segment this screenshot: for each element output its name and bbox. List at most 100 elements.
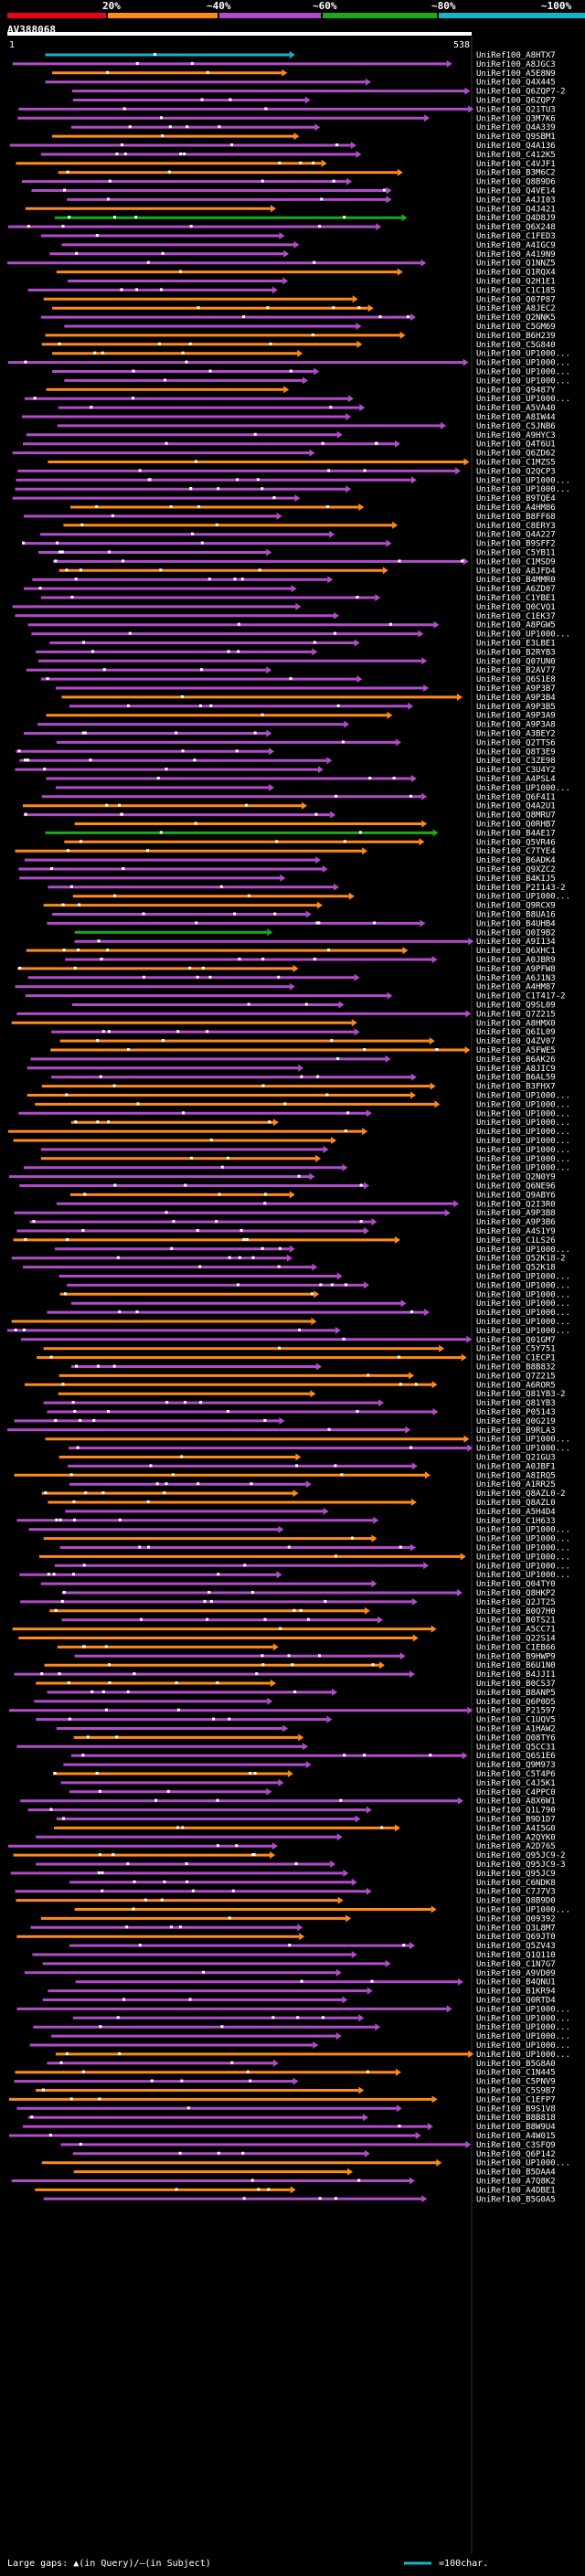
hit-label[interactable]: UniRef100_Q2JT25 <box>476 1598 556 1607</box>
hit-label[interactable]: UniRef100_B9HWP9 <box>476 1652 556 1661</box>
hit-row[interactable]: UniRef100_C1N7G7 <box>42 1959 556 1969</box>
hit-row[interactable]: UniRef100_Q9SBM1 <box>52 133 556 142</box>
hit-row[interactable]: UniRef100_P05143 <box>47 1408 556 1417</box>
hit-label[interactable]: UniRef100_C1UQV5 <box>476 1716 556 1725</box>
hit-label[interactable]: UniRef100_A4DBE1 <box>476 2186 556 2195</box>
hit-label[interactable]: UniRef100_Q5CC31 <box>476 1743 556 1752</box>
hit-row[interactable]: UniRef100_Q8B9D6 <box>22 177 556 187</box>
hit-row[interactable]: UniRef100_A5FWE5 <box>50 1046 556 1055</box>
hit-row[interactable]: UniRef100_A9P3A8 <box>37 720 556 730</box>
hit-label[interactable]: UniRef100_UP1000... <box>476 1535 570 1544</box>
hit-label[interactable]: UniRef100_A1RR25 <box>476 1480 556 1489</box>
hit-row[interactable]: UniRef100_UP1000... <box>15 485 570 494</box>
hit-label[interactable]: UniRef100_UP1000... <box>476 1164 570 1173</box>
hit-row[interactable]: UniRef100_Q4A227 <box>39 530 556 540</box>
hit-label[interactable]: UniRef100_UP1000... <box>476 784 570 793</box>
hit-row[interactable]: UniRef100_C3SFQ9 <box>60 2140 556 2150</box>
hit-row[interactable]: UniRef100_B6AK26 <box>30 1055 556 1065</box>
hit-label[interactable]: UniRef100_Q01GM7 <box>476 1336 556 1345</box>
hit-row[interactable]: UniRef100_B2AV77 <box>26 666 556 675</box>
hit-row[interactable]: UniRef100_Q7Z215 <box>58 1372 556 1381</box>
hit-row[interactable]: UniRef100_UP1000... <box>43 1534 570 1544</box>
hit-row[interactable]: UniRef100_Q9M973 <box>63 1761 556 1770</box>
hit-label[interactable]: UniRef100_C5PNV9 <box>476 2078 556 2087</box>
hit-row[interactable]: UniRef100_C1FED3 <box>40 232 556 241</box>
hit-row[interactable]: UniRef100_A4PSL4 <box>46 775 556 784</box>
hit-label[interactable]: UniRef100_UP1000... <box>476 1128 570 1137</box>
hit-label[interactable]: UniRef100_Q0RTD4 <box>476 1997 556 2006</box>
hit-label[interactable]: UniRef100_A6J1N3 <box>476 974 556 983</box>
hit-row[interactable]: UniRef100_A8JEC2 <box>52 304 556 313</box>
hit-label[interactable]: UniRef100_Q0I9B2 <box>476 928 556 938</box>
hit-row[interactable]: UniRef100_Q4ZV07 <box>59 1037 556 1046</box>
hit-row[interactable]: UniRef100_A4S1Y9 <box>16 1227 556 1236</box>
hit-label[interactable]: UniRef100_A8IRQ5 <box>476 1471 556 1480</box>
hit-row[interactable]: UniRef100_Q2N0Y9 <box>8 1172 556 1182</box>
hit-label[interactable]: UniRef100_UP1000... <box>476 368 570 377</box>
hit-row[interactable]: UniRef100_Q6XHC1 <box>26 947 556 956</box>
hit-row[interactable]: UniRef100_UP1000... <box>54 1562 570 1571</box>
hit-row[interactable]: UniRef100_A6J1N3 <box>27 973 556 983</box>
hit-row[interactable]: UniRef100_C3ZE98 <box>19 757 556 766</box>
hit-row[interactable]: UniRef100_Q07UN0 <box>37 657 556 666</box>
hit-label[interactable]: UniRef100_Q21TU3 <box>476 105 556 114</box>
hit-row[interactable]: UniRef100_UP1000... <box>74 1905 570 1915</box>
hit-row[interactable]: UniRef100_Q6S1E8 <box>40 675 556 684</box>
hit-row[interactable]: UniRef100_A8X6W1 <box>20 1797 556 1807</box>
hit-label[interactable]: UniRef100_UP1000... <box>476 1553 570 1562</box>
hit-label[interactable]: UniRef100_Q08TY6 <box>476 1733 556 1743</box>
hit-label[interactable]: UniRef100_Q6ZD62 <box>476 450 556 459</box>
hit-row[interactable]: UniRef100_UP1000... <box>16 2005 570 2014</box>
hit-row[interactable]: UniRef100_Q6P142 <box>72 2149 556 2159</box>
hit-row[interactable]: UniRef100_B4QNU1 <box>75 1977 556 1988</box>
hit-row[interactable]: UniRef100_Q95JC9-2 <box>13 1851 566 1860</box>
hit-row[interactable]: UniRef100_A8HTX7 <box>45 51 556 60</box>
hit-row[interactable]: UniRef100_C412K5 <box>40 150 556 160</box>
hit-label[interactable]: UniRef100_A9P3A9 <box>476 712 556 721</box>
hit-label[interactable]: UniRef100_B8FF68 <box>476 513 556 522</box>
hit-row[interactable]: UniRef100_Q07P87 <box>43 295 556 304</box>
hit-row[interactable]: UniRef100_A9PFW8 <box>17 964 556 974</box>
hit-row[interactable]: UniRef100_A8JFD4 <box>58 567 556 576</box>
hit-row[interactable]: UniRef100_UP1000... <box>51 2032 570 2041</box>
hit-label[interactable]: UniRef100_C3ZE98 <box>476 757 556 766</box>
hit-label[interactable]: UniRef100_C1EB66 <box>476 1643 556 1652</box>
hit-label[interactable]: UniRef100_C1MZS5 <box>476 459 556 468</box>
hit-row[interactable]: UniRef100_A9VD09 <box>24 1968 556 1978</box>
hit-label[interactable]: UniRef100_B5G8A0 <box>476 2060 556 2069</box>
hit-label[interactable]: UniRef100_Q2N0Y9 <box>476 1173 556 1182</box>
hit-label[interactable]: UniRef100_P2I143-2 <box>476 884 566 893</box>
hit-label[interactable]: UniRef100_B4QNU1 <box>476 1978 556 1988</box>
hit-label[interactable]: UniRef100_UP1000... <box>476 2041 570 2051</box>
hit-label[interactable]: UniRef100_Q04TY0 <box>476 1580 556 1589</box>
hit-label[interactable]: UniRef100_UP1000... <box>476 476 570 485</box>
hit-row[interactable]: UniRef100_UP1000... <box>18 1109 570 1118</box>
hit-label[interactable]: UniRef100_UP1000... <box>476 1526 570 1535</box>
hit-label[interactable]: UniRef100_B6U1N0 <box>476 1661 556 1670</box>
hit-row[interactable]: UniRef100_Q0RTD4 <box>42 1996 556 2006</box>
hit-row[interactable]: UniRef100_UP1000... <box>40 1145 570 1155</box>
hit-row[interactable]: UniRef100_UP1000... <box>27 1091 570 1101</box>
hit-label[interactable]: UniRef100_C5T4P6 <box>476 1770 556 1779</box>
hit-row[interactable]: UniRef100_C6NDK8 <box>69 1878 556 1888</box>
hit-label[interactable]: UniRef100_A4JI03 <box>476 196 556 205</box>
hit-row[interactable]: UniRef100_Q2JT25 <box>20 1597 556 1607</box>
hit-row[interactable]: UniRef100_A9I134 <box>74 938 556 947</box>
hit-label[interactable]: UniRef100_B2AV77 <box>476 666 556 675</box>
hit-row[interactable]: UniRef100_UP1000... <box>64 376 570 386</box>
hit-label[interactable]: UniRef100_Q4A339 <box>476 123 556 133</box>
hit-row[interactable]: UniRef100_C1C185 <box>27 286 556 295</box>
hit-row[interactable]: UniRef100_B6AL59 <box>51 1073 556 1083</box>
hit-label[interactable]: UniRef100_Q6F4I1 <box>476 793 556 802</box>
hit-row[interactable]: UniRef100_B8B832 <box>70 1362 556 1373</box>
hit-row[interactable]: UniRef100_A5VA40 <box>58 404 556 413</box>
hit-label[interactable]: UniRef100_UP1000... <box>476 2014 570 2023</box>
hit-label[interactable]: UniRef100_A5VA40 <box>476 404 556 413</box>
hit-row[interactable]: UniRef100_Q0RHB7 <box>74 820 556 830</box>
hit-row[interactable]: UniRef100_A8HMX0 <box>11 1019 556 1028</box>
hit-label[interactable]: UniRef100_UP1000... <box>476 893 570 902</box>
hit-label[interactable]: UniRef100_Q6P0D5 <box>476 1698 556 1707</box>
hit-row[interactable]: UniRef100_B6H239 <box>45 331 556 341</box>
hit-label[interactable]: UniRef100_B5DAA4 <box>476 2168 556 2178</box>
hit-label[interactable]: UniRef100_Q4X445 <box>476 79 556 88</box>
